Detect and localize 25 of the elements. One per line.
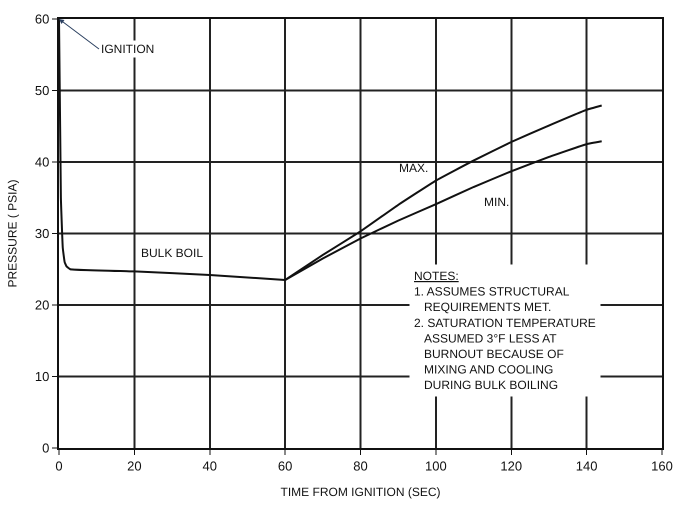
y-axis-title: PRESSURE ( PSIA)	[6, 179, 20, 288]
x-tick-label: 160	[651, 458, 673, 474]
x-axis-title: TIME FROM IGNITION (SEC)	[280, 485, 440, 499]
x-tick-label: 140	[576, 458, 598, 474]
annotation: BULK BOIL	[141, 246, 204, 260]
series-label: MIN.	[484, 195, 510, 209]
y-tick-label: 60	[34, 12, 50, 27]
x-tick-label: 60	[278, 458, 292, 474]
y-tick-label: 20	[34, 298, 50, 313]
annotation: IGNITION	[101, 42, 154, 56]
y-tick-label: 50	[34, 83, 50, 98]
annotation: 2. SATURATION TEMPERATURE ASSUMED 3°F LESS AT BURNOUT BECAUSE OF MIXING AND COOLING DURING BULK BOILING	[414, 316, 596, 392]
y-tick-label: 40	[34, 154, 50, 170]
x-tick-label: 80	[353, 458, 368, 474]
x-tick-label: 100	[425, 458, 447, 474]
series-label: MAX.	[399, 161, 428, 175]
x-tick-label: 20	[127, 458, 142, 474]
y-tick-label: 0	[42, 440, 50, 456]
x-tick-label: 40	[202, 458, 217, 474]
annotation: 1. ASSUMES STRUCTURAL REQUIREMENTS MET.	[414, 284, 570, 314]
annotation: NOTES:	[414, 269, 459, 283]
x-tick-label: 120	[500, 458, 522, 474]
y-tick-label: 10	[34, 369, 50, 384]
x-tick-label: 0	[55, 458, 63, 474]
y-tick-label: 30	[34, 226, 50, 242]
